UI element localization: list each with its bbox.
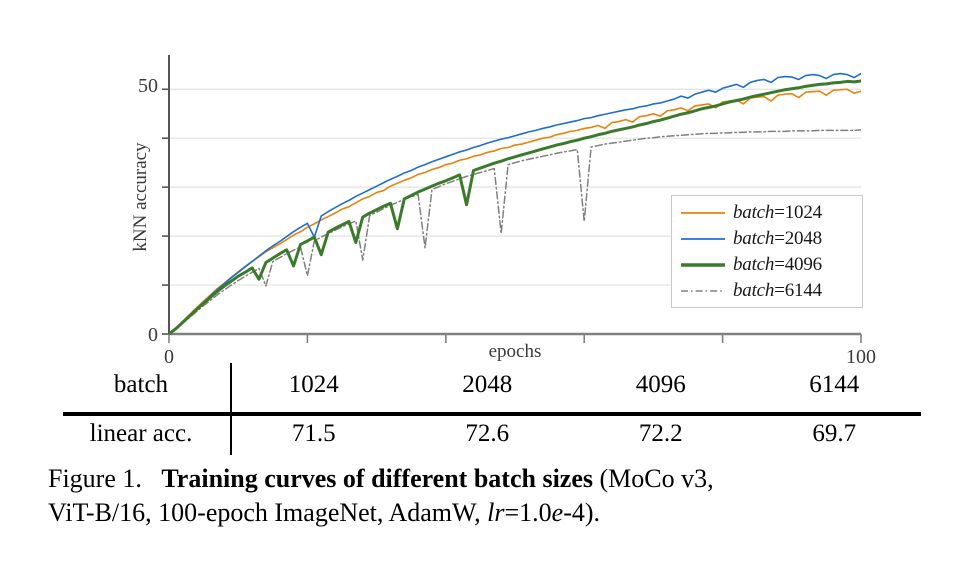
chart-legend: batch=1024 batch=2048 batch=4096 batch=6…: [671, 195, 863, 308]
x-axis-title: epochs: [489, 341, 542, 362]
table-cell-acc-1: 71.5: [291, 420, 336, 447]
table-row-header-batch: batch: [113, 371, 169, 398]
table-cell-batch-1: 1024: [288, 371, 339, 398]
legend-label-1024: batch=1024: [733, 202, 822, 224]
legend-swatch-6144: [680, 284, 726, 298]
legend-label-2048: batch=2048: [733, 228, 822, 250]
table-cell-acc-4: 69.7: [812, 420, 857, 447]
legend-swatch-4096: [680, 258, 726, 272]
legend-swatch-2048: [680, 232, 726, 246]
y-axis-title: kNN accuracy: [130, 142, 151, 252]
figure-caption: Figure 1. Training curves of different b…: [48, 462, 938, 530]
x-axis-ticks: [168, 334, 862, 343]
legend-prefix: batch: [733, 280, 775, 301]
caption-lr-tail: -4).: [563, 498, 601, 527]
results-table: batch 1024 2048 4096 6144 linear acc. 71…: [55, 363, 921, 455]
table-cell-acc-2: 72.6: [465, 420, 510, 447]
legend-swatch-1024: [680, 206, 726, 220]
x-tick-label-0: 0: [164, 346, 174, 368]
legend-item[interactable]: batch=2048: [672, 226, 862, 252]
legend-label-4096: batch=4096: [733, 254, 822, 276]
caption-line2: ViT-B/16, 100-epoch ImageNet, AdamW,: [48, 498, 488, 527]
data-series-group: [169, 72, 861, 335]
training-curves-chart: 0 50 0 100 epochs kNN accuracy batch=102…: [130, 55, 876, 368]
caption-lr-eq: =1.0: [504, 498, 552, 527]
table-row: batch 1024 2048 4096 6144: [55, 363, 921, 409]
caption-title: Training curves of different batch sizes: [161, 464, 593, 493]
series-line-batch-1024: [169, 88, 861, 335]
legend-equals: =: [774, 280, 785, 301]
legend-value: 2048: [784, 228, 822, 249]
y-tick-label-0: 0: [148, 324, 158, 346]
y-axis-ticks: [162, 88, 169, 335]
legend-prefix: batch: [733, 228, 775, 249]
legend-equals: =: [774, 202, 785, 223]
legend-value: 6144: [784, 280, 822, 301]
table-cell-batch-2: 2048: [462, 371, 513, 398]
legend-prefix: batch: [733, 202, 775, 223]
table-cell-batch-4: 6144: [809, 371, 860, 398]
series-line-batch-2048: [169, 72, 861, 335]
series-line-batch-6144: [169, 129, 861, 335]
legend-item[interactable]: batch=1024: [672, 200, 862, 226]
legend-equals: =: [774, 254, 785, 275]
legend-prefix: batch: [733, 254, 775, 275]
caption-lr-symbol: lr: [487, 498, 505, 527]
table-vertical-rule: [230, 363, 232, 455]
legend-item[interactable]: batch=4096: [672, 252, 862, 278]
legend-value: 1024: [784, 202, 822, 223]
legend-item[interactable]: batch=6144: [672, 278, 862, 304]
table-horizontal-rule: [63, 412, 921, 416]
table-cell-acc-3: 72.2: [638, 420, 683, 447]
caption-lr-e: e: [551, 498, 564, 527]
legend-equals: =: [774, 228, 785, 249]
caption-rest: (MoCo v3,: [593, 464, 714, 493]
table-row: linear acc. 71.5 72.6 72.2 69.7: [55, 409, 921, 456]
chart-svg: 0 50 0 100 epochs kNN accuracy: [130, 55, 876, 368]
legend-value: 4096: [784, 254, 822, 275]
table-cell-batch-3: 4096: [635, 371, 686, 398]
y-tick-label-50: 50: [138, 75, 158, 97]
legend-label-6144: batch=6144: [733, 280, 822, 302]
caption-figure-label: Figure 1.: [48, 464, 142, 493]
x-tick-label-100: 100: [846, 346, 876, 368]
series-line-batch-4096: [169, 79, 861, 335]
table-row-header-linear-acc: linear acc.: [89, 420, 193, 447]
